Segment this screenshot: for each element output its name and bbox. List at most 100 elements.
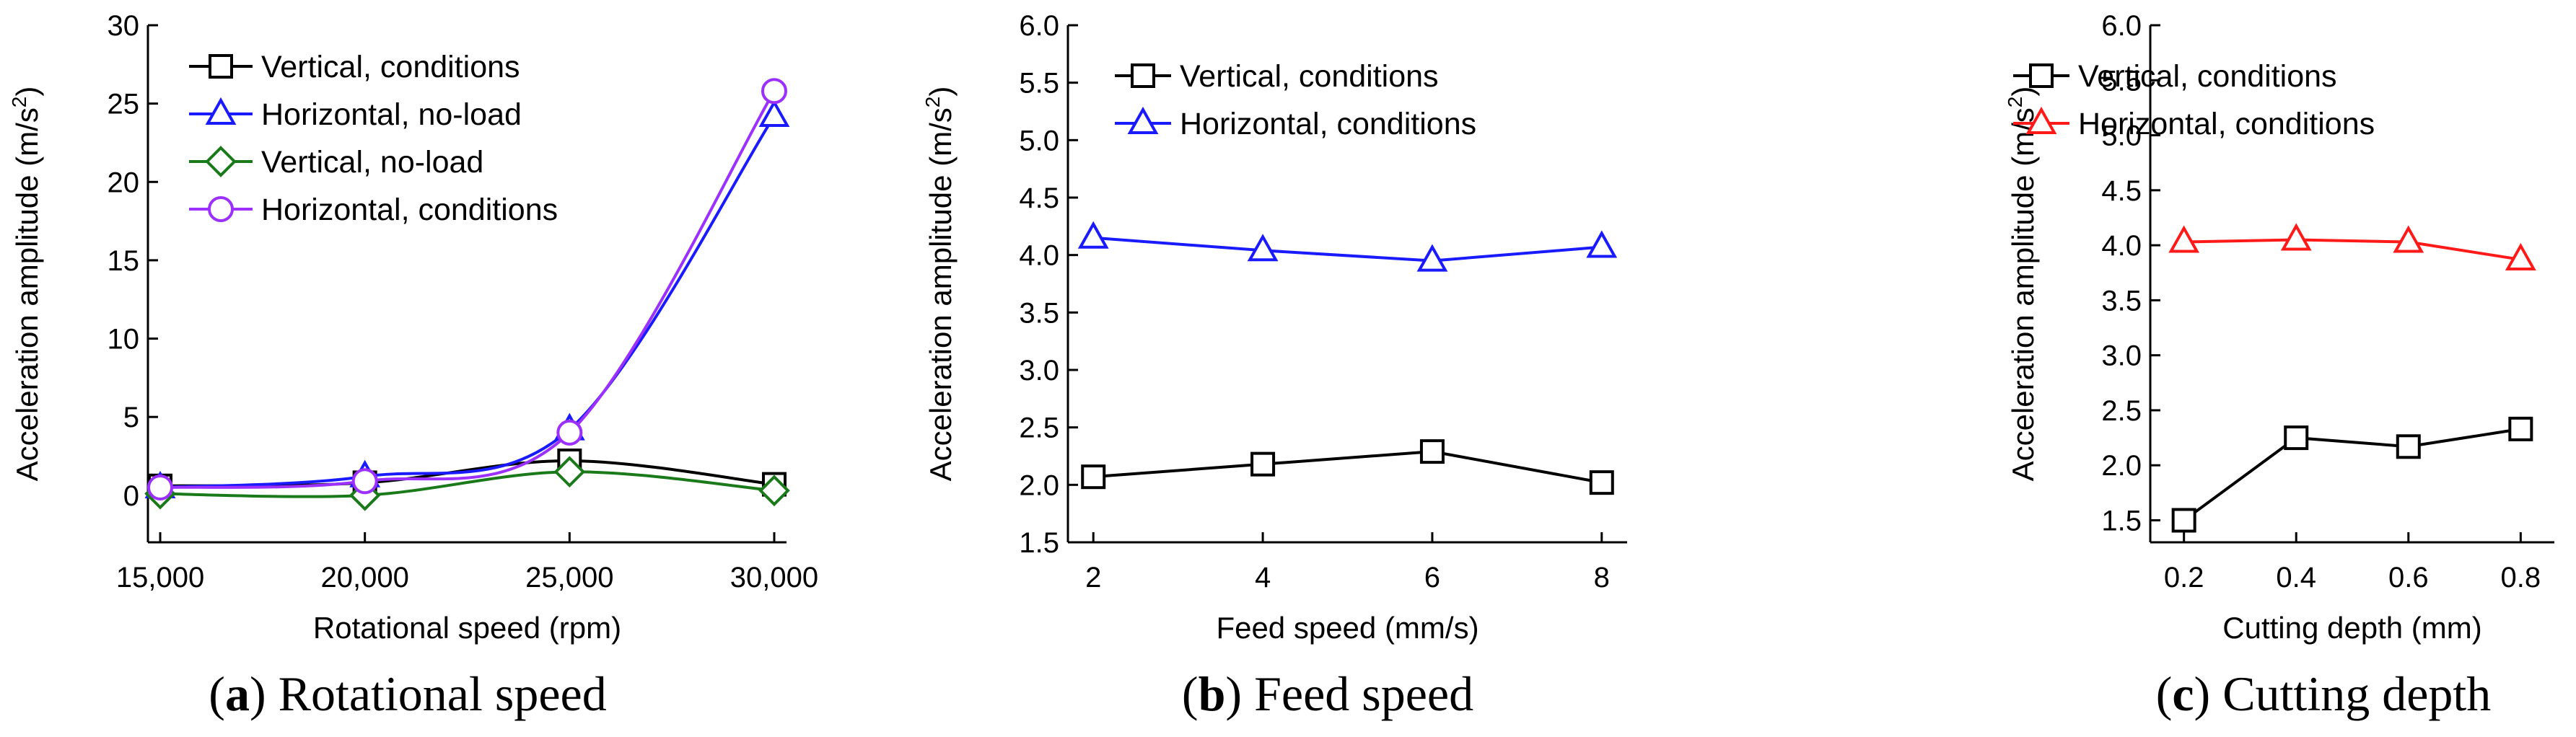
- y-tick-label: 4.0: [2101, 230, 2142, 262]
- x-tick-label: 30,000: [730, 562, 818, 593]
- y-tick-label: 25: [108, 89, 140, 120]
- y-tick-label: 0: [123, 480, 139, 512]
- data-point: [1589, 470, 1614, 495]
- x-axis-label: Feed speed (mm/s): [1216, 611, 1478, 645]
- x-tick-label: 2: [1085, 562, 1101, 593]
- legend-marker: [205, 97, 237, 125]
- y-axis-label-main: Acceleration amplitude (m/s: [10, 107, 44, 481]
- data-point: [2284, 425, 2309, 451]
- panel-caption: (b) Feed speed: [1182, 666, 1473, 721]
- x-tick-label: 20,000: [321, 562, 409, 593]
- series-line: [159, 90, 776, 489]
- caption-letter: c: [2172, 666, 2194, 721]
- data-point: [1416, 244, 1448, 272]
- data-point: [1247, 234, 1279, 262]
- chart-panel-c: 1.5 2.0 2.5 3.0 3.5 4.0 4.5 5.0 5.5 6.0 0.2 0.4 0.6 0…: [2004, 10, 2554, 721]
- y-axis-label: Acceleration amplitude (m/s2): [921, 87, 958, 482]
- data-point: [1250, 451, 1276, 477]
- data-point: [1419, 439, 1445, 464]
- x-tick-label: 6: [1424, 562, 1440, 593]
- x-tick-label: 0.4: [2276, 562, 2316, 593]
- y-tick-label: 4.5: [1019, 182, 1059, 214]
- legend-marker: [205, 146, 237, 177]
- data-point: [2280, 223, 2312, 251]
- y-axis-label-main: Acceleration amplitude (m/s: [2006, 107, 2040, 481]
- legend-label: Vertical, conditions: [2078, 59, 2337, 94]
- caption-letter: b: [1199, 666, 1226, 721]
- x-tick-label: 0.6: [2388, 562, 2429, 593]
- legend-marker: [209, 54, 233, 79]
- legend-marker: [2025, 106, 2057, 134]
- caption-paren-open: (: [209, 666, 225, 721]
- data-point: [2396, 434, 2421, 459]
- data-point: [351, 468, 378, 495]
- legend-marker: [208, 196, 234, 222]
- chart-panel-a: 0 5 10 15 20 25 30 15,000 20,000 25,000 30,000 Rota…: [8, 10, 818, 721]
- y-tick-label: 2.5: [1019, 412, 1059, 444]
- caption-text: Cutting depth: [2222, 666, 2491, 721]
- legend-label: Vertical, conditions: [261, 50, 520, 84]
- caption-text: Feed speed: [1254, 666, 1473, 721]
- y-tick-label: 3.5: [1019, 297, 1059, 329]
- y-tick-label: 10: [108, 324, 140, 356]
- data-point: [761, 78, 787, 105]
- y-tick-label: 5: [123, 402, 139, 433]
- y-tick-label: 30: [108, 10, 140, 42]
- series-line: [159, 115, 776, 489]
- y-tick-label: 3.0: [1019, 355, 1059, 387]
- caption-paren-close: ): [1225, 666, 1254, 721]
- y-axis-label-close: ): [2006, 87, 2040, 97]
- series-0: [148, 449, 787, 498]
- x-tick-label: 0.2: [2164, 562, 2204, 593]
- data-point: [2508, 416, 2533, 441]
- series-line: [1093, 450, 1603, 485]
- y-axis-label-close: ): [10, 87, 44, 97]
- y-tick-label: 4.5: [2101, 175, 2142, 207]
- caption-paren-open: (: [2156, 666, 2173, 721]
- series-line: [2183, 427, 2521, 522]
- series-1: [2168, 223, 2536, 270]
- chart-panel-b: 1.5 2.0 2.5 3.0 3.5 4.0 4.5 5.0 5.5 6.0 2 4 6 8 Feed s…: [921, 10, 1627, 721]
- legend-label: Horizontal, conditions: [1180, 107, 1476, 141]
- data-point: [1077, 221, 1109, 249]
- data-point: [1586, 230, 1618, 258]
- x-tick-label: 15,000: [116, 562, 204, 593]
- y-axis-label-close: ): [924, 87, 958, 97]
- y-tick-label: 3.0: [2101, 340, 2142, 372]
- legend: Vertical, conditions Horizontal, conditio…: [1115, 59, 1476, 141]
- y-axis-label-superscript: 2: [8, 97, 30, 108]
- data-point: [2505, 242, 2536, 270]
- data-point: [2168, 225, 2200, 253]
- data-point: [147, 474, 174, 500]
- legend: Vertical, conditions Horizontal, conditio…: [2013, 59, 2375, 141]
- x-tick-label: 25,000: [525, 562, 613, 593]
- y-tick-label: 20: [108, 167, 140, 198]
- series-0: [1081, 439, 1614, 495]
- y-tick-label: 5.5: [2101, 65, 2142, 97]
- legend-label: Horizontal, no-load: [261, 97, 522, 132]
- data-point: [553, 456, 586, 488]
- y-tick-label: 6.0: [2101, 10, 2142, 42]
- caption-paren-open: (: [1182, 666, 1199, 721]
- caption-paren-close: ): [2194, 666, 2223, 721]
- caption-text: Rotational speed: [279, 666, 607, 721]
- legend-marker: [2029, 63, 2054, 88]
- y-axis-label: Acceleration amplitude (m/s2): [8, 87, 44, 482]
- caption-paren-close: ): [250, 666, 279, 721]
- y-tick-label: 5.5: [1019, 68, 1059, 100]
- y-tick-label: 15: [108, 245, 140, 277]
- x-tick-label: 4: [1255, 562, 1271, 593]
- legend-marker: [1127, 106, 1159, 134]
- y-axis-label-superscript: 2: [2004, 97, 2026, 108]
- legend-marker: [1131, 63, 1155, 88]
- series-line: [2183, 238, 2521, 261]
- series-2: [144, 456, 790, 511]
- y-tick-label: 3.5: [2101, 285, 2142, 317]
- panel-caption: (a) Rotational speed: [209, 666, 606, 721]
- series-1: [1077, 221, 1618, 272]
- series-0: [2171, 416, 2533, 533]
- y-tick-label: 4.0: [1019, 240, 1059, 272]
- series-line: [160, 470, 775, 498]
- legend-label: Horizontal, conditions: [2078, 107, 2375, 141]
